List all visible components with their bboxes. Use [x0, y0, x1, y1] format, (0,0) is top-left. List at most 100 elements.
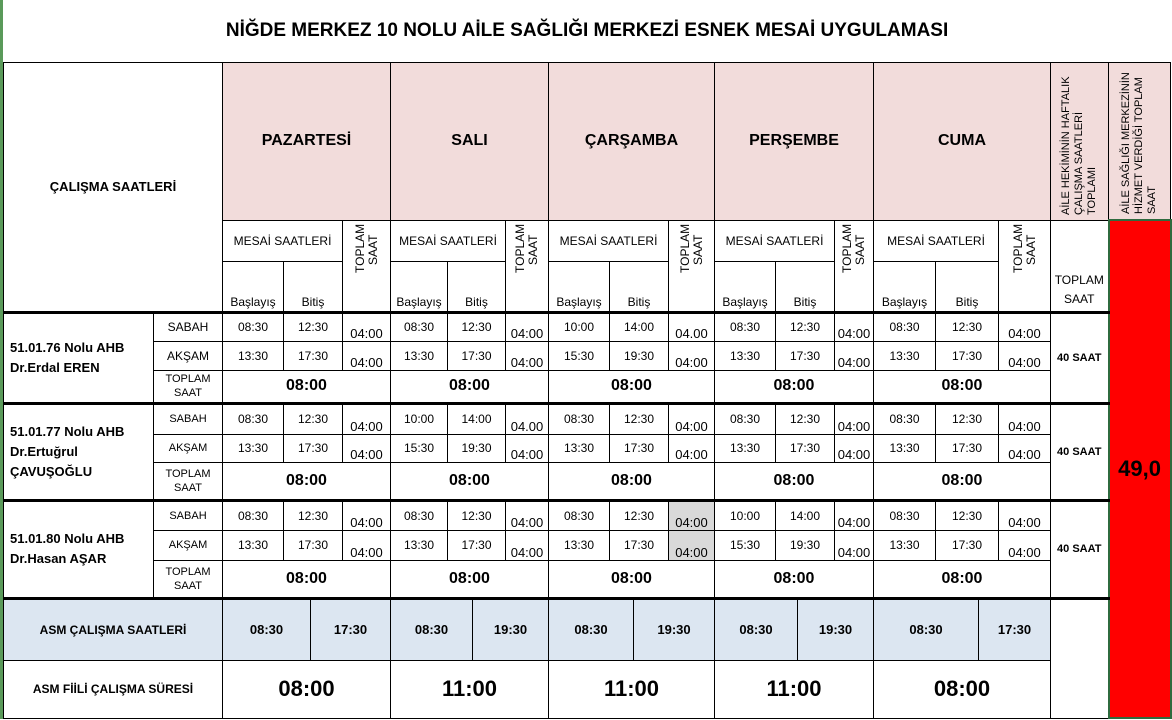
shift-total-value: 04:00 — [675, 544, 708, 560]
bitis-header: Bitiş — [283, 260, 343, 313]
shift-total-value: 04:00 — [510, 325, 544, 341]
weekly-total: 40 SAAT — [1050, 498, 1109, 599]
shift-total-value: 04:00 — [1008, 544, 1041, 560]
mesai-saatleri-header: MESAİ SAATLERİ — [873, 219, 999, 262]
start-time: 13:30 — [714, 340, 776, 371]
shift-total: 04:00 — [505, 529, 549, 561]
shift-label-aksam: AKŞAM — [153, 433, 223, 463]
end-time: 14:00 — [609, 310, 669, 342]
end-time-value: 12:30 — [461, 508, 492, 523]
doctor-unit: 51.01.80 Nolu AHB — [10, 531, 125, 546]
start-time-value: 13:30 — [889, 441, 920, 455]
day-total: 08:00 — [714, 559, 874, 599]
start-time-value: 08:30 — [889, 412, 920, 426]
shift-total-value: 04:00 — [1008, 325, 1041, 341]
start-time: 13:30 — [714, 433, 776, 463]
asm-hours: 08:30 19:30 — [390, 596, 549, 661]
baslayis-label: Başlayış — [722, 294, 768, 309]
asm-actual: 11:00 — [714, 659, 874, 719]
day-total-header: TOPLAM SAAT — [834, 219, 874, 313]
shift-total: 04:00 — [342, 529, 391, 561]
end-time-value: 12:30 — [623, 508, 655, 523]
shift-label-toplam: TOPLAM SAAT — [153, 461, 223, 501]
end-time-value: 17:30 — [461, 348, 492, 363]
start-time-value: 08:30 — [403, 508, 435, 523]
doctor-unit: 51.01.77 Nolu AHB — [10, 423, 125, 439]
weekly-total-value: 40 SAAT — [1057, 445, 1102, 458]
start-time-value: 08:30 — [237, 508, 269, 523]
shift-label: TOPLAM SAAT — [165, 565, 211, 592]
asm-hours: 08:30 17:30 — [873, 596, 1051, 661]
shift-label: SABAH — [167, 320, 209, 334]
start-time-value: 10:00 — [403, 412, 435, 426]
shift-total-value: 04:00 — [837, 354, 871, 370]
shift-label-toplam: TOPLAM SAAT — [153, 559, 223, 599]
start-time-value: 13:30 — [563, 441, 595, 455]
start-time: 08:30 — [390, 498, 448, 531]
shift-total: 04:00 — [342, 340, 391, 371]
end-time: 14:00 — [447, 401, 506, 435]
end-time-value: 12:30 — [951, 412, 983, 426]
start-time-value: 08:30 — [237, 320, 269, 334]
start-time: 08:30 — [222, 310, 284, 342]
start-time: 10:00 — [548, 310, 610, 342]
end-time-value: 14:00 — [623, 320, 655, 334]
start-time: 13:30 — [222, 340, 284, 371]
end-time: 12:30 — [447, 310, 506, 342]
day-total: 08:00 — [390, 369, 549, 404]
end-time: 17:30 — [447, 529, 506, 561]
shift-total: 04:00 — [998, 433, 1051, 463]
table-row: 51.01.76 Nolu AHB Dr.Erdal EREN SABAH 08:30… — [3, 310, 1171, 404]
toplam-saat-label: TOPLAM SAAT — [1054, 272, 1104, 306]
end-time: 17:30 — [775, 340, 835, 371]
start-time: 08:30 — [873, 401, 936, 435]
end-time: 14:00 — [775, 498, 835, 531]
asm-hours: 08:30 19:30 — [714, 596, 874, 661]
day-total: 08:00 — [873, 559, 1051, 599]
shift-total-value: 04:00 — [350, 544, 383, 560]
weekly-total: 40 SAAT — [1050, 401, 1109, 501]
doctor-name: 51.01.80 Nolu AHB Dr.Hasan AŞAR — [3, 498, 154, 599]
start-time-value: 13:30 — [889, 348, 920, 363]
end-time: 17:30 — [775, 433, 835, 463]
end-time: 12:30 — [283, 498, 343, 531]
shift-total-value: 04.00 — [510, 418, 544, 434]
shift-label-toplam: TOPLAM SAAT — [153, 369, 223, 404]
start-time-value: 15:30 — [563, 348, 595, 363]
asm-open-time: 08:30 — [549, 599, 634, 660]
shift-total: 04:00 — [834, 401, 874, 435]
bitis-label: Bitiş — [301, 294, 325, 309]
day-total: 08:00 — [222, 369, 391, 404]
start-time-value: 13:30 — [237, 348, 269, 363]
shift-total-value: 04:00 — [510, 514, 544, 530]
day-total-value: 08:00 — [941, 569, 983, 587]
start-time-value: 08:30 — [563, 412, 595, 426]
end-time-value: 14:00 — [461, 412, 492, 426]
day-total-value: 08:00 — [449, 569, 490, 587]
asm-actual-value: 11:00 — [766, 676, 822, 701]
shift-total-value: 04:00 — [350, 514, 383, 530]
end-time-value: 12:30 — [789, 320, 821, 334]
bitis-label: Bitiş — [793, 294, 817, 309]
start-time-value: 08:30 — [237, 412, 269, 426]
shift-total-value: 04:00 — [1008, 354, 1041, 370]
asm-actual-label: ASM FİİLİ ÇALIŞMA SÜRESİ — [3, 659, 223, 719]
start-time: 13:30 — [548, 529, 610, 561]
start-time: 13:30 — [873, 529, 936, 561]
end-time: 17:30 — [283, 433, 343, 463]
shift-total: 04:00 — [668, 529, 715, 561]
bitis-label: Bitiş — [465, 294, 488, 309]
start-time: 13:30 — [548, 433, 610, 463]
asm-actual-value: 11:00 — [441, 676, 498, 701]
end-time-value: 12:30 — [951, 320, 983, 334]
start-time-value: 08:30 — [889, 320, 920, 334]
shift-label: AKŞAM — [168, 442, 208, 454]
calisma-saatleri-header: ÇALIŞMA SAATLERİ — [3, 61, 223, 313]
end-time-value: 17:30 — [789, 441, 821, 455]
asm-close-time: 17:30 — [997, 621, 1032, 637]
shift-total-value: 04:00 — [350, 325, 383, 341]
day-total-value: 08:00 — [773, 471, 815, 489]
asm-open-time: 08:30 — [874, 599, 979, 660]
day-total-value: 08:00 — [611, 471, 652, 489]
